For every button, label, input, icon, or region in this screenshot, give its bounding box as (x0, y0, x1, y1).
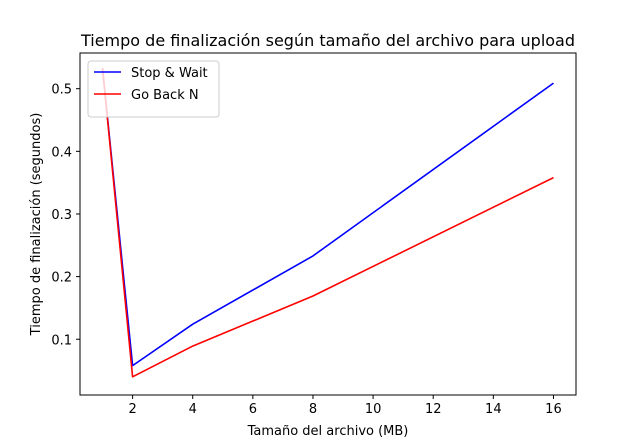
x-tick-label: 16 (545, 402, 562, 417)
y-tick-label: 0.3 (51, 208, 72, 223)
y-axis-title: Tiempo de finalización (segundos) (29, 113, 44, 337)
y-tick-label: 0.5 (51, 83, 72, 98)
x-axis-title: Tamaño del archivo (MB) (247, 424, 409, 439)
x-tick-label: 2 (128, 402, 136, 417)
x-tick-label: 8 (309, 402, 317, 417)
series-line-go-back-n (101, 67, 554, 378)
chart-title: Tiempo de finalización según tamaño del … (80, 31, 575, 50)
x-tick-label: 12 (425, 402, 442, 417)
y-tick-label: 0.1 (51, 333, 72, 348)
x-tick-label: 4 (189, 402, 197, 417)
x-tick-label: 14 (485, 402, 502, 417)
series-layer (101, 67, 554, 378)
legend-label: Stop & Wait (131, 66, 208, 81)
x-tick-label: 10 (365, 402, 382, 417)
axes-layer: 2 4 6 8 10 12 14 16 0.1 0.2 0.3 0.4 0.5 (51, 83, 561, 417)
y-tick-label: 0.2 (51, 271, 72, 286)
y-tick-label: 0.4 (51, 145, 72, 160)
legend-box (87, 60, 220, 118)
legend: Stop & Wait Go Back N (87, 60, 220, 118)
x-tick-label: 6 (249, 402, 257, 417)
plot-frame (79, 52, 577, 396)
legend-label: Go Back N (131, 88, 199, 103)
